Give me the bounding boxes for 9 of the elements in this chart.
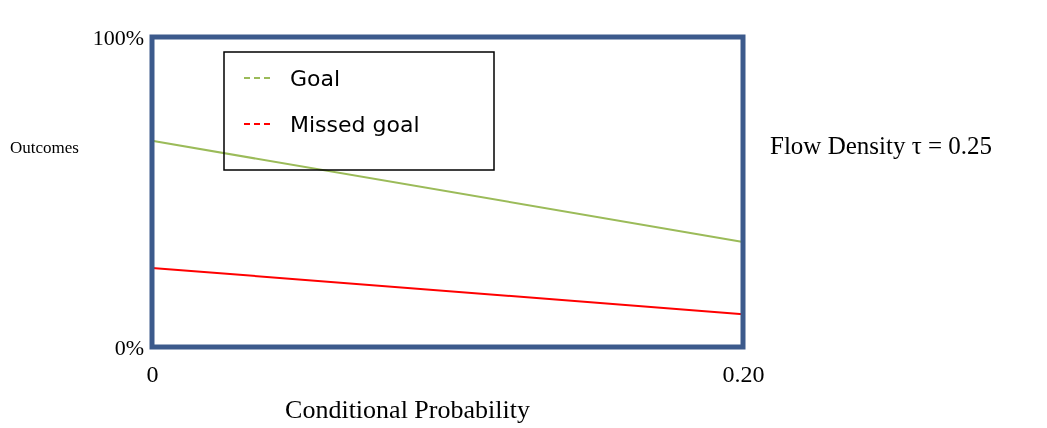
x-axis-title: Conditional Probability <box>285 395 530 424</box>
text: Flow Density τ = 0.25 <box>770 132 993 159</box>
y-tick-label: 0% <box>114 334 144 360</box>
legend-label: Missed goal <box>290 112 420 137</box>
legend-label: Goal <box>290 66 341 91</box>
x-tick-label: 0.20 <box>722 361 765 388</box>
x-tick-label: 0 <box>146 361 159 388</box>
y-axis-title: Outcomes <box>10 138 79 157</box>
y-tick-label: 100% <box>92 24 144 50</box>
